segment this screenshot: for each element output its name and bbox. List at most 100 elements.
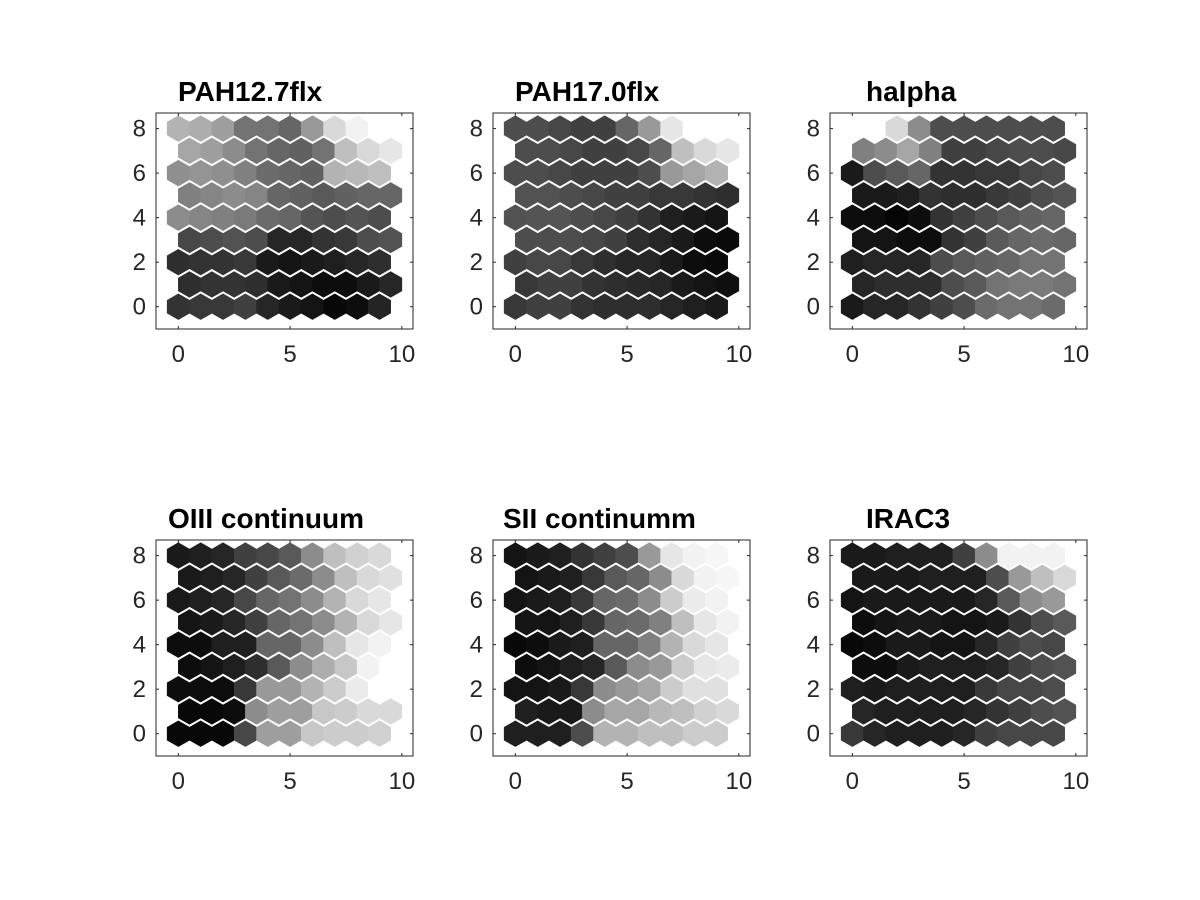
hex-cell-r4-c3 [233,204,257,231]
hex-cell-r3-c8 [1030,653,1054,681]
hex-cell-r0-c0 [840,720,864,747]
hex-cell-r1-c2 [896,271,920,298]
x-tick-label: 5 [620,768,633,795]
x-tick-label: 5 [283,768,296,795]
hex-cell-r8-c8 [345,115,369,142]
hex-cell-r7-c4 [941,137,965,165]
hex-cell-r4-c3 [570,631,594,658]
hex-cell-r0-c7 [660,720,684,747]
hex-cell-r3-c5 [289,226,313,254]
hex-cell-r0-c8 [1019,720,1043,747]
x-tick-label: 10 [388,341,415,368]
hex-cell-r1-c2 [896,698,920,725]
hex-cell-r3-c9 [1053,226,1077,254]
hex-cell-r6-c2 [885,159,909,187]
hex-cell-r8-c7 [660,542,684,569]
x-tick-label: 10 [725,341,752,368]
hex-cell-r3-c2 [222,653,246,681]
hex-cell-r1-c4 [941,698,965,725]
hex-cell-r7-c6 [649,137,673,165]
hex-cell-r8-c7 [997,542,1021,569]
x-tick-label: 10 [725,768,752,795]
hex-cell-r5-c2 [559,609,583,636]
hex-cell-r7-c1 [537,564,561,592]
hex-cell-r4-c6 [637,631,661,658]
y-tick-label: 0 [133,294,146,321]
hex-cell-r0-c1 [526,720,550,747]
hex-cell-r4-c3 [233,631,257,658]
hex-cell-r5-c9 [716,609,740,636]
hex-cell-r2-c5 [615,675,639,703]
hex-cell-r0-c9 [704,720,728,747]
hex-cell-r1-c1 [200,271,224,298]
hex-cell-r4-c0 [166,204,190,231]
chart-panel-1: 0 5 10 0 2 4 6 8 PAH12.7flx [133,76,416,368]
hex-cell-r0-c3 [233,720,257,747]
hex-cell-r2-c0 [166,675,190,703]
y-tick-label: 8 [133,116,146,143]
hex-cell-r4-c5 [278,204,302,231]
hex-cell-r1-c0 [852,271,876,298]
hex-cell-r3-c8 [693,653,717,681]
hex-cell-r6-c2 [211,586,235,614]
hex-cell-r0-c6 [974,293,998,320]
hex-cell-r8-c7 [323,542,347,569]
hex-cell-r6-c8 [682,586,706,614]
hex-cell-r4-c8 [1019,204,1043,231]
hex-cell-r5-c4 [604,182,628,209]
hex-cell-r2-c6 [300,675,324,703]
hex-cell-r4-c6 [300,204,324,231]
hex-cell-r5-c4 [941,609,965,636]
hex-cell-r6-c4 [930,586,954,614]
hex-cell-r2-c7 [997,248,1021,276]
hex-cell-r0-c5 [615,720,639,747]
hex-cell-r8-c8 [345,542,369,569]
hex-cell-r6-c0 [840,159,864,187]
hex-cell-r5-c3 [245,609,269,636]
hex-cell-r8-c4 [593,115,617,142]
hex-cell-r8-c9 [704,542,728,569]
hex-cell-r5-c7 [671,182,695,209]
hex-cell-r2-c7 [660,675,684,703]
hex-cell-r2-c2 [211,248,235,276]
hex-cell-r0-c3 [233,293,257,320]
hex-cell-r1-c7 [334,271,358,298]
hex-cell-r5-c8 [1030,182,1054,209]
hex-cell-r2-c9 [1042,248,1065,276]
hex-cell-r6-c0 [166,159,190,187]
hex-cell-r3-c2 [559,653,583,681]
hex-cell-r1-c8 [693,698,717,725]
hex-cell-r7-c0 [852,564,876,592]
hex-cell-r6-c3 [907,586,931,614]
y-tick-label: 2 [807,676,820,703]
hex-cell-r8-c9 [1042,115,1065,142]
hex-grid [166,115,403,320]
hex-cell-r8-c4 [930,542,954,569]
chart-panel-2: 0 5 10 0 2 4 6 8 PAH17.0flx [470,76,753,368]
hex-cell-r6-c6 [637,159,661,187]
hex-cell-r1-c6 [312,698,336,725]
y-tick-label: 2 [470,249,483,276]
hex-cell-r5-c6 [986,609,1010,636]
hex-cell-r6-c4 [593,586,617,614]
hex-cell-r7-c4 [604,137,628,165]
hex-cell-r1-c0 [515,271,539,298]
hex-cell-r5-c4 [267,182,291,209]
hex-cell-r4-c4 [593,631,617,658]
hex-cell-r2-c8 [1019,675,1043,703]
hex-cell-r7-c3 [919,564,943,592]
hex-cell-r8-c3 [907,115,931,142]
hex-cell-r8-c1 [863,115,887,142]
hex-cell-r5-c6 [649,609,673,636]
hex-cell-r2-c3 [570,675,594,703]
hex-cell-r5-c1 [200,609,224,636]
hex-cell-r3-c7 [334,226,358,254]
hex-cell-r8-c6 [637,542,661,569]
hex-cell-r5-c7 [1008,182,1032,209]
hex-cell-r7-c3 [245,564,269,592]
hex-cell-r6-c5 [278,159,302,187]
hex-cell-r1-c6 [649,271,673,298]
hex-cell-r8-c9 [704,115,728,142]
hex-cell-r8-c1 [189,115,213,142]
hex-cell-r6-c2 [548,586,572,614]
